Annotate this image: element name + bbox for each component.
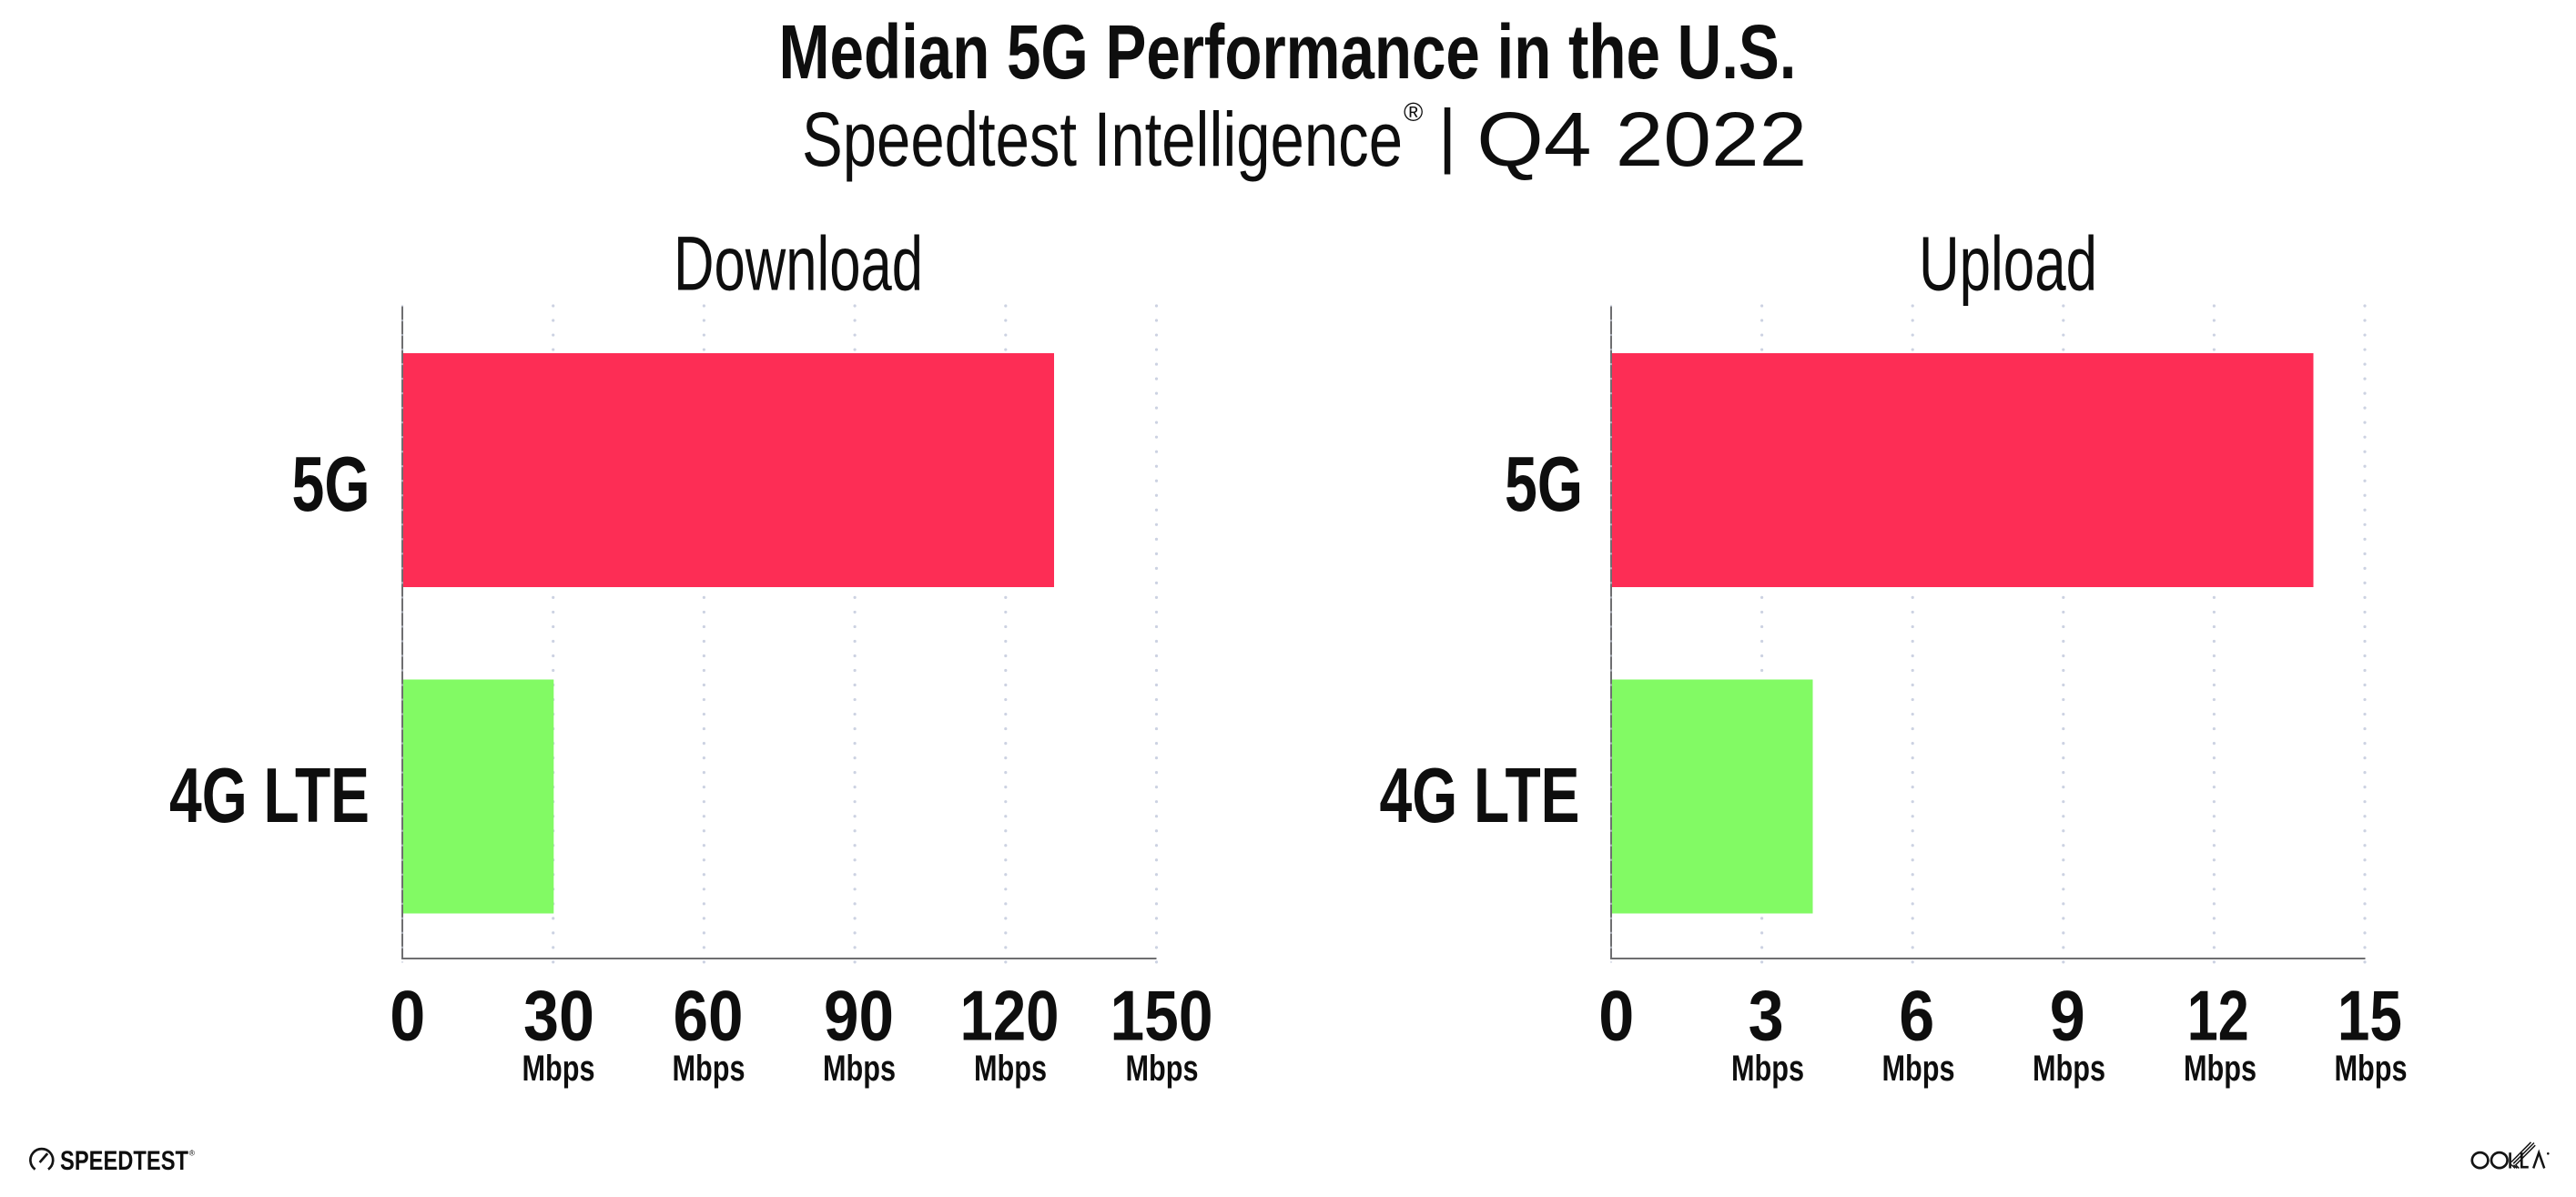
svg-text:3: 3 xyxy=(1749,976,1784,1056)
svg-text:5G: 5G xyxy=(292,441,370,528)
svg-text:®: ® xyxy=(1404,98,1423,127)
svg-text:®: ® xyxy=(189,1149,196,1158)
svg-text:150: 150 xyxy=(1111,976,1213,1056)
svg-text:90: 90 xyxy=(824,976,894,1056)
svg-text:Mbps: Mbps xyxy=(1882,1049,1955,1089)
svg-text:30: 30 xyxy=(523,976,594,1056)
svg-text:4G LTE: 4G LTE xyxy=(1380,753,1580,839)
svg-text:Mbps: Mbps xyxy=(1126,1049,1199,1089)
svg-text:Mbps: Mbps xyxy=(522,1049,595,1089)
svg-text:120: 120 xyxy=(960,976,1060,1056)
svg-text:Download: Download xyxy=(674,221,923,307)
svg-text:Mbps: Mbps xyxy=(2335,1049,2408,1089)
svg-text:Mbps: Mbps xyxy=(1731,1049,1804,1089)
svg-text:15: 15 xyxy=(2338,976,2402,1056)
svg-text:SPEEDTEST: SPEEDTEST xyxy=(60,1146,188,1176)
svg-text:9: 9 xyxy=(2050,976,2085,1056)
svg-text:Q4 2022: Q4 2022 xyxy=(1476,96,1807,182)
svg-text:60: 60 xyxy=(674,976,744,1056)
svg-text:Mbps: Mbps xyxy=(974,1049,1047,1089)
svg-text:0: 0 xyxy=(390,976,425,1056)
svg-text:6: 6 xyxy=(1899,976,1934,1056)
svg-text:Mbps: Mbps xyxy=(2033,1049,2105,1089)
svg-text:12: 12 xyxy=(2187,976,2249,1056)
svg-text:5G: 5G xyxy=(1505,441,1583,528)
svg-text:Median 5G Performance in the U: Median 5G Performance in the U.S. xyxy=(779,9,1797,95)
svg-text:Mbps: Mbps xyxy=(673,1049,745,1089)
svg-text:0: 0 xyxy=(1598,976,1634,1056)
svg-text:Mbps: Mbps xyxy=(823,1049,896,1089)
svg-text:4G LTE: 4G LTE xyxy=(169,753,370,839)
svg-text:Upload: Upload xyxy=(1919,221,2097,307)
svg-text:Mbps: Mbps xyxy=(2184,1049,2257,1089)
svg-text:Speedtest Intelligence: Speedtest Intelligence xyxy=(802,96,1403,182)
